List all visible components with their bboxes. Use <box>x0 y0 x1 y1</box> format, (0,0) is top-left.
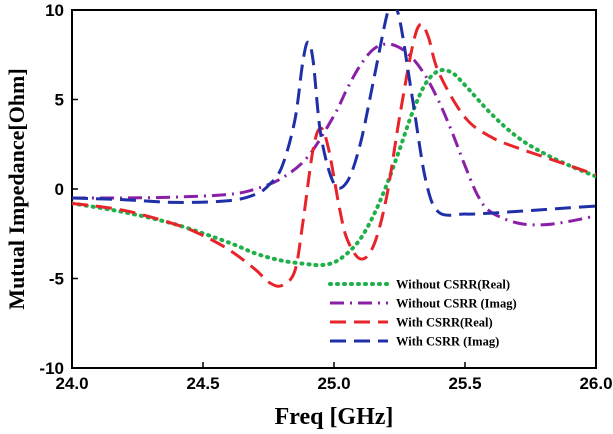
series-line-1 <box>72 68 596 268</box>
y-tick-label: 10 <box>45 1 64 20</box>
series-line-2 <box>72 42 596 227</box>
x-axis-title: Freq [GHz] <box>275 404 394 430</box>
plot-frame <box>71 9 597 369</box>
ticks-layer: 24.0 24.5 25.0 25.5 26.0 -10 -5 0 5 10 <box>39 1 612 393</box>
y-axis-title: Mutual Impedance[Ohm] <box>4 68 29 309</box>
x-tick-label: 25.5 <box>448 374 481 393</box>
x-tick-label: 24.0 <box>55 374 88 393</box>
x-tick-label: 24.5 <box>186 374 219 393</box>
legend-label-3: With CSRR(Real) <box>396 316 493 330</box>
legend-label-2: Without CSRR (Imag) <box>396 297 517 311</box>
legend: Without CSRR(Real) Without CSRR (Imag) Wit… <box>328 278 517 349</box>
series-line-4 <box>72 10 596 217</box>
legend-label-1: Without CSRR(Real) <box>396 278 510 292</box>
y-tick-label: 0 <box>55 180 64 199</box>
y-tick-label: -10 <box>39 359 64 378</box>
y-tick-label: -5 <box>49 270 64 289</box>
x-tick-label: 25.0 <box>317 374 350 393</box>
series-line-3 <box>72 22 596 288</box>
series-layer <box>72 10 596 288</box>
x-tick-label: 26.0 <box>579 374 612 393</box>
y-tick-label: 5 <box>55 91 64 110</box>
legend-label-4: With CSRR (Imag) <box>396 335 499 349</box>
